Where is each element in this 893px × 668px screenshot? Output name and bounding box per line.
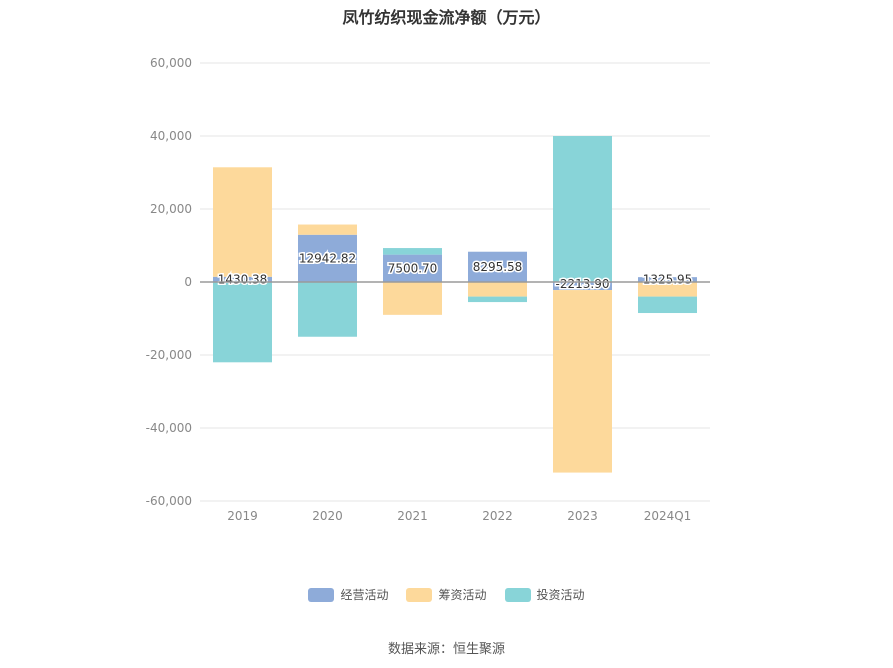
legend-swatch [406, 587, 433, 602]
bar [213, 167, 272, 277]
x-tick-label: 2022 [482, 509, 513, 523]
data-label: 12942.82 [299, 251, 356, 265]
x-tick-label: 2020 [312, 509, 343, 523]
bar [638, 282, 697, 297]
data-label: 1430.38 [218, 272, 268, 286]
data-label: 7500.70 [388, 261, 438, 275]
bar [638, 277, 697, 282]
bar [553, 282, 612, 291]
x-tick-label: 2023 [567, 509, 598, 523]
x-tick-label: 2021 [397, 509, 428, 523]
chart-title: 凤竹纺织现金流净额（万元） [342, 8, 551, 27]
legend-label: 筹资活动 [438, 588, 487, 602]
legend: 经营活动 筹资活动 投资活动 [0, 586, 893, 603]
bar [383, 254, 442, 282]
bar [468, 251, 527, 282]
legend-swatch [504, 587, 531, 602]
legend-label: 经营活动 [340, 588, 389, 602]
y-tick-label: -20,000 [146, 348, 192, 362]
x-tick-label: 2024Q1 [644, 509, 692, 523]
data-label: 8295.58 [473, 260, 523, 274]
bar [553, 290, 612, 473]
legend-item[interactable]: 筹资活动 [406, 586, 487, 603]
bar [553, 136, 612, 282]
bar [383, 248, 442, 255]
y-tick-label: 20,000 [150, 202, 192, 216]
bar [638, 296, 697, 314]
bar [213, 282, 272, 363]
data-label: 1325.95 [643, 273, 693, 287]
bar [298, 234, 357, 282]
x-tick-label: 2019 [227, 509, 258, 523]
legend-item[interactable]: 投资活动 [504, 586, 585, 603]
legend-label: 投资活动 [536, 588, 585, 602]
y-tick-label: 60,000 [150, 56, 192, 70]
legend-item[interactable]: 经营活动 [308, 586, 388, 603]
bar [213, 276, 272, 282]
data-label: -2213.90 [556, 277, 610, 291]
bar [383, 282, 442, 315]
y-tick-label: -60,000 [146, 494, 192, 508]
legend-swatch [308, 587, 335, 602]
y-tick-label: 40,000 [150, 129, 192, 143]
y-tick-label: 0 [184, 275, 192, 289]
bar [468, 282, 527, 297]
bar [468, 296, 527, 303]
bar [298, 224, 357, 235]
source-note: 数据来源：恒生聚源 [387, 642, 505, 657]
bar [298, 282, 357, 337]
y-tick-label: -40,000 [146, 421, 192, 435]
